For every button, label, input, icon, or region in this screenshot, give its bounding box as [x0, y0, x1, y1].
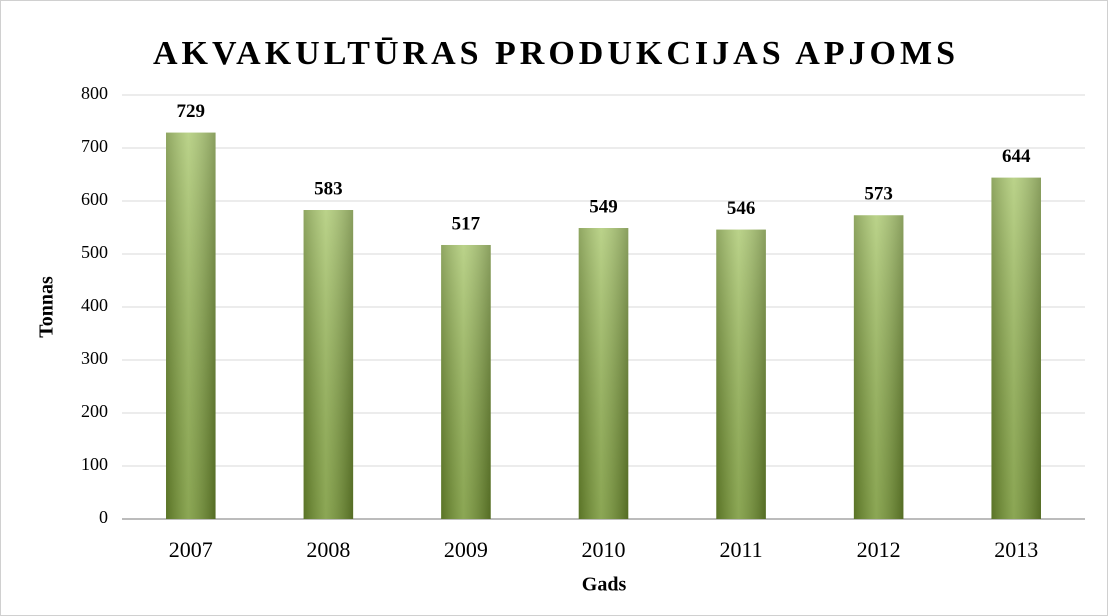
x-tick-label: 2012	[857, 537, 901, 562]
data-label: 546	[727, 198, 756, 219]
y-tick-label: 500	[81, 242, 108, 262]
x-tick-label: 2009	[444, 537, 488, 562]
y-tick-label: 200	[81, 401, 108, 421]
bar	[853, 215, 904, 519]
data-label: 573	[864, 184, 893, 205]
data-label: 644	[1002, 146, 1031, 167]
data-label: 517	[452, 213, 481, 234]
x-axis-label: Gads	[582, 574, 627, 596]
x-tick-label: 2007	[169, 537, 213, 562]
x-tick-label: 2008	[306, 537, 350, 562]
y-tick-label: 0	[99, 507, 108, 527]
bar	[578, 228, 629, 519]
x-tick-label: 2010	[582, 537, 626, 562]
y-tick-label: 100	[81, 454, 108, 474]
data-label: 583	[314, 178, 343, 199]
bar	[441, 244, 491, 520]
y-tick-label: 800	[81, 83, 108, 103]
bar	[991, 177, 1041, 519]
bar	[303, 210, 354, 519]
data-label: 729	[177, 101, 206, 122]
y-tick-label: 400	[81, 295, 108, 315]
bar	[166, 132, 216, 519]
bar	[716, 229, 766, 519]
y-tick-label: 700	[81, 136, 108, 156]
x-tick-label: 2011	[719, 537, 762, 562]
chart-title: AKVAKULTŪRAS PRODUKCIJAS APJOMS	[153, 35, 959, 72]
y-tick-label: 600	[81, 189, 108, 209]
y-tick-label: 300	[81, 348, 108, 368]
data-label: 549	[589, 196, 618, 217]
x-tick-label: 2013	[994, 537, 1038, 562]
y-axis-label: Tonnas	[36, 276, 58, 338]
